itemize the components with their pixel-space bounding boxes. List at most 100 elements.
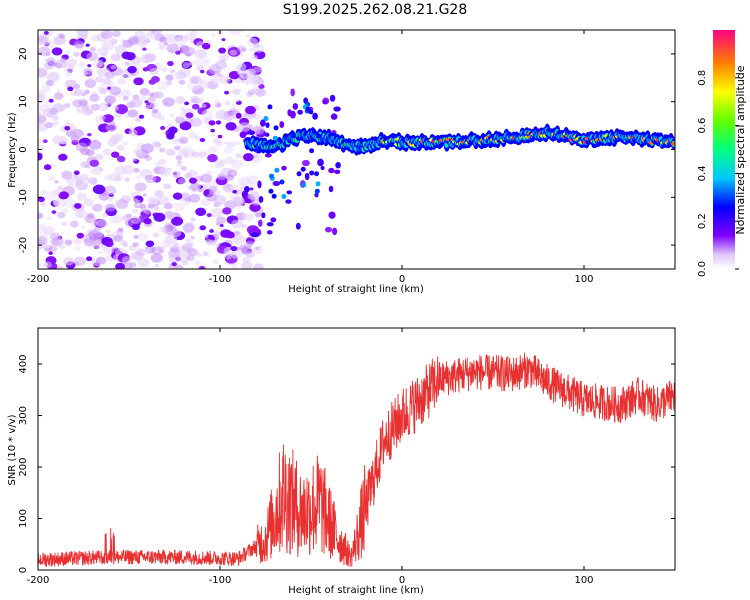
heatmap-noise-blob bbox=[223, 146, 234, 155]
heatmap-noise-blob bbox=[96, 218, 108, 228]
heatmap-noise-blob bbox=[127, 65, 137, 74]
heatmap-branch-blob bbox=[267, 104, 273, 110]
heatmap-streak-blob bbox=[247, 130, 256, 136]
heatmap-noise-blob bbox=[230, 245, 238, 252]
heatmap-noise-blob bbox=[87, 132, 92, 137]
heatmap-noise-blob bbox=[142, 67, 149, 72]
heatmap-noise-blob bbox=[208, 185, 218, 193]
heatmap-noise-blob bbox=[234, 140, 241, 146]
heatmap-streak-blob bbox=[290, 88, 295, 97]
heatmap-noise-blob bbox=[232, 196, 246, 207]
heatmap-noise-blob bbox=[85, 149, 95, 157]
heatmap-streak-blob bbox=[260, 119, 266, 127]
heatmap-noise-blob bbox=[104, 71, 115, 79]
heatmap-noise-blob bbox=[89, 93, 100, 102]
heatmap-noise-blob bbox=[75, 142, 88, 152]
heatmap-noise-blob bbox=[137, 35, 150, 44]
heatmap-noise-blob bbox=[112, 30, 121, 38]
heatmap-noise-blob bbox=[90, 34, 101, 42]
heatmap-noise-blob bbox=[64, 126, 71, 131]
heatmap-noise-blob bbox=[122, 214, 132, 222]
heatmap-streak-blob bbox=[286, 190, 293, 195]
heatmap-noise-blob bbox=[214, 231, 221, 236]
snr-x-tick-label: 0 bbox=[399, 575, 405, 586]
heatmap-noise-blob bbox=[156, 80, 170, 90]
heatmap-noise-blob bbox=[109, 86, 122, 96]
heatmap-noise-blob bbox=[59, 244, 66, 250]
heatmap-noise-blob bbox=[58, 33, 66, 39]
heatmap-noise-blob bbox=[239, 186, 246, 191]
heatmap-noise-blob bbox=[44, 243, 52, 249]
heatmap-branch-blob bbox=[309, 170, 315, 176]
heatmap-streak-blob bbox=[258, 196, 264, 203]
heatmap-noise-blob bbox=[117, 77, 127, 85]
heatmap-noise-blob bbox=[215, 120, 222, 125]
heatmap-noise-blob bbox=[81, 225, 86, 229]
heatmap-noise-blob bbox=[178, 253, 190, 263]
heatmap-noise-blob bbox=[94, 76, 104, 83]
heatmap-noise-blob bbox=[53, 116, 59, 121]
heatmap-noise-blob bbox=[231, 219, 243, 229]
heatmap-noise-blob bbox=[190, 117, 203, 127]
heatmap-noise-blob bbox=[208, 120, 216, 126]
heatmap-noise-blob bbox=[109, 101, 114, 105]
heatmap-noise-blob bbox=[44, 190, 57, 201]
heatmap-noise-blob bbox=[38, 196, 45, 202]
heatmap-noise-blob bbox=[149, 68, 159, 76]
heatmap-noise-blob bbox=[83, 71, 88, 76]
heatmap-noise-blob bbox=[183, 153, 189, 158]
heatmap-noise-blob bbox=[51, 47, 63, 56]
heatmap-noise-blob bbox=[112, 105, 119, 111]
heatmap-noise-blob bbox=[105, 203, 116, 212]
heatmap-noise-blob bbox=[238, 176, 251, 187]
colorbar: 0.0 0.2 0.4 0.6 0.8 Normalized spectral ampl… bbox=[697, 30, 747, 277]
heatmap-noise-blob bbox=[156, 195, 170, 206]
heatmap-noise-blob bbox=[128, 129, 138, 137]
heatmap-noise-blob bbox=[38, 228, 50, 237]
heatmap-noise-blob bbox=[64, 71, 73, 77]
heatmap-streak-blob bbox=[241, 190, 248, 199]
heatmap-noise-blob bbox=[79, 99, 88, 107]
heatmap-noise-blob bbox=[176, 162, 182, 168]
heatmap-noise-blob bbox=[143, 218, 152, 225]
heatmap-noise-blob bbox=[206, 125, 211, 129]
heatmap-noise-blob bbox=[225, 231, 236, 239]
heatmap-noise-blob bbox=[92, 203, 103, 212]
heatmap-noise-blob bbox=[82, 109, 92, 117]
heatmap-noise-blob bbox=[61, 222, 67, 226]
heatmap-noise-blob bbox=[140, 143, 154, 154]
heatmap-noise-blob bbox=[189, 182, 201, 191]
heatmap-noise-blob bbox=[110, 65, 117, 70]
heatmap-noise-blob bbox=[96, 83, 109, 94]
heatmap-noise-blob bbox=[38, 262, 42, 267]
heatmap-noise-blob bbox=[135, 248, 147, 257]
heatmap-noise-blob bbox=[236, 62, 247, 71]
heatmap-noise-blob bbox=[89, 47, 96, 52]
heatmap-noise-blob bbox=[135, 175, 141, 180]
heatmap-noise-blob bbox=[41, 85, 51, 93]
heatmap-noise-blob bbox=[215, 110, 229, 120]
heatmap-noise-blob bbox=[206, 213, 212, 218]
heatmap-noise-blob bbox=[95, 256, 107, 265]
heatmap-noise-blob bbox=[206, 170, 213, 175]
heatmap-branch-blob bbox=[316, 133, 322, 139]
heatmap-noise-blob bbox=[154, 161, 161, 167]
heatmap-noise-blob bbox=[151, 140, 159, 147]
heatmap-marks bbox=[38, 30, 675, 269]
heatmap-noise-blob bbox=[184, 172, 193, 179]
heatmap-streak-blob bbox=[322, 99, 328, 105]
heatmap-x-tick-label: 100 bbox=[574, 274, 593, 285]
heatmap-noise-blob bbox=[204, 239, 213, 245]
heatmap-noise-blob bbox=[159, 36, 167, 43]
heatmap-noise-blob bbox=[190, 235, 195, 240]
heatmap-noise-blob bbox=[65, 50, 71, 55]
heatmap-noise-blob bbox=[199, 225, 207, 231]
heatmap-noise-blob bbox=[144, 174, 157, 184]
heatmap-streak-blob bbox=[279, 121, 285, 128]
heatmap-noise-blob bbox=[156, 142, 161, 146]
heatmap-noise-blob bbox=[89, 103, 97, 110]
heatmap-noise-blob bbox=[96, 47, 108, 56]
heatmap-noise-blob bbox=[132, 157, 138, 162]
heatmap-noise-blob bbox=[211, 33, 216, 37]
